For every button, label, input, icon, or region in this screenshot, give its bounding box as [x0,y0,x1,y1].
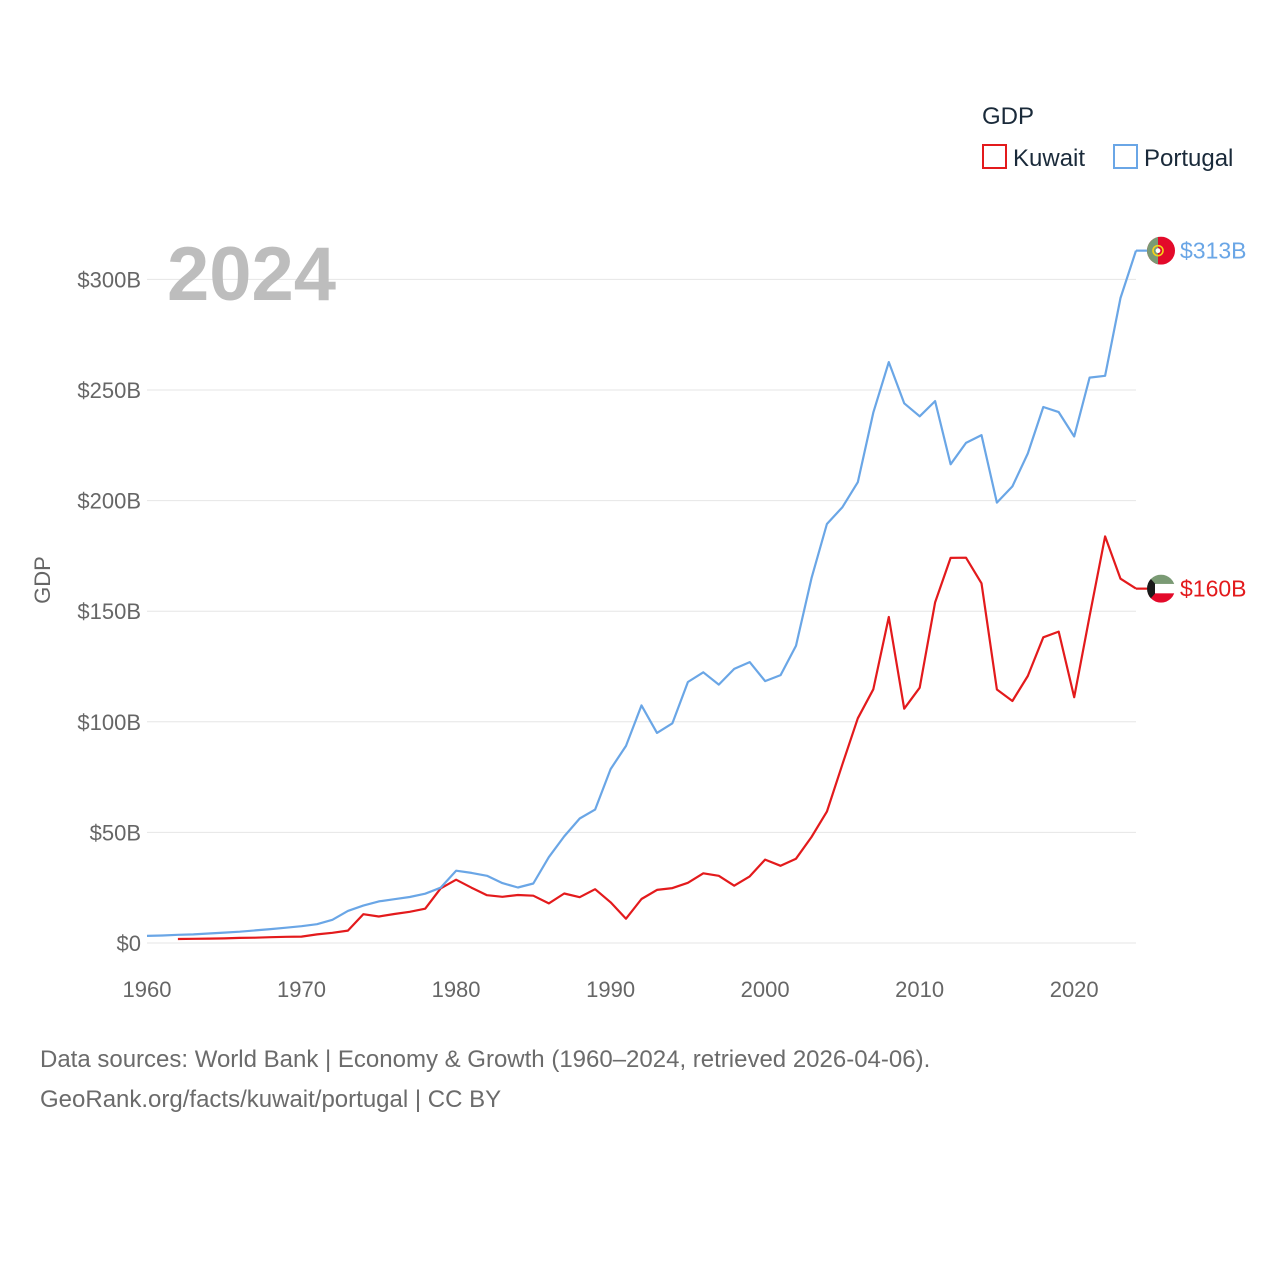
legend-swatch-kuwait [982,144,1007,169]
x-tick-label: 1970 [277,977,326,1002]
y-tick-label: $250B [77,378,141,403]
legend-title: GDP [982,103,1034,130]
series-line-portugal[interactable] [146,250,1138,937]
portugal-flag-icon [1147,236,1175,265]
y-tick-label: $200B [77,489,141,514]
x-tick-label: 1990 [586,977,635,1002]
x-tick-label: 1980 [432,977,481,1002]
legend[interactable]: GDP Kuwait Portugal [982,103,1233,172]
y-tick-label: $50B [90,820,141,845]
y-axis-ticks: $0 $50B $100B $150B $200B $250B $300B [77,267,141,956]
legend-item-portugal[interactable]: Portugal [1113,144,1233,172]
legend-label-kuwait: Kuwait [1013,145,1085,172]
end-label-portugal: $313B [1180,238,1247,264]
kuwait-flag-icon [1147,574,1175,603]
x-tick-label: 1960 [123,977,172,1002]
gridlines [147,278,1136,944]
x-tick-label: 2000 [741,977,790,1002]
x-tick-label: 2010 [895,977,944,1002]
source-line-2: GeoRank.org/facts/kuwait/portugal | CC B… [40,1086,502,1113]
y-tick-label: $150B [77,599,141,624]
x-axis-ticks: 1960 1970 1980 1990 2000 2010 2020 [123,977,1099,1002]
y-tick-label: $0 [117,931,141,956]
y-tick-label: $100B [77,710,141,735]
series-line-kuwait[interactable] [177,535,1137,941]
legend-label-portugal: Portugal [1144,145,1233,172]
legend-swatch-portugal [1113,144,1138,169]
y-tick-label: $300B [77,267,141,292]
year-label: 2024 [167,232,336,317]
series-lines [146,250,1138,941]
x-tick-label: 2020 [1050,977,1099,1002]
source-note: Data sources: World Bank | Economy & Gro… [40,1040,930,1120]
end-labels: $160B $313B [1136,236,1247,603]
end-label-kuwait: $160B [1180,576,1247,602]
y-axis-label: GDP [30,556,55,604]
source-line-1: Data sources: World Bank | Economy & Gro… [40,1046,931,1073]
legend-item-kuwait[interactable]: Kuwait [982,144,1085,172]
